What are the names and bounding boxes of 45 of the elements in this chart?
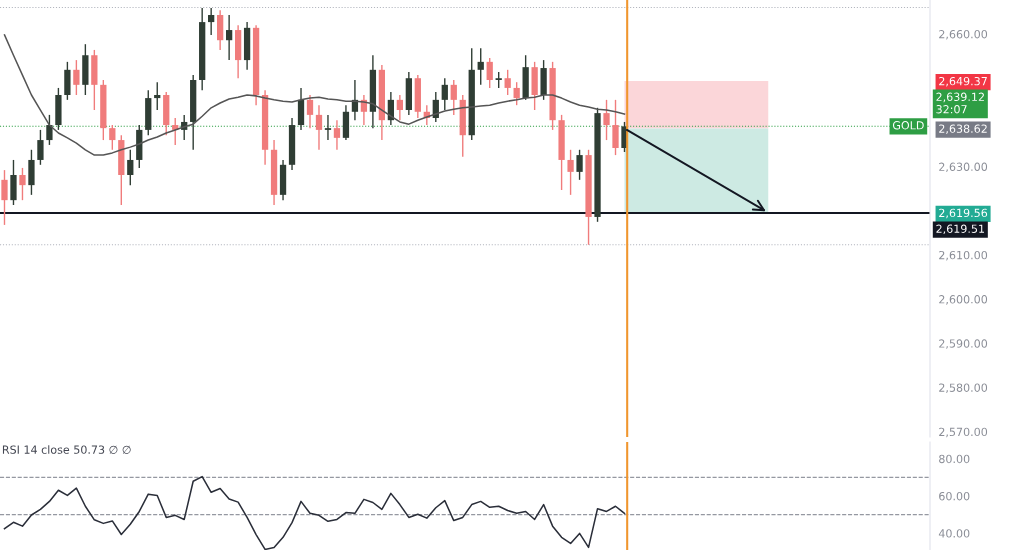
candlestick: [333, 119, 341, 151]
ref-line-label: 2,619.51: [936, 224, 985, 235]
line-series: [3, 34, 626, 156]
line-series: [3, 475, 626, 550]
candlestick: [396, 94, 403, 121]
y-tick-label: 2,590.00: [939, 339, 988, 349]
y-tick-label: 2,649.37: [939, 76, 987, 87]
candlestick: [486, 57, 493, 89]
candlestick: [324, 114, 332, 141]
candlestick: [315, 104, 323, 151]
candlestick: [441, 77, 448, 111]
y-tick-label: 60.00: [939, 491, 970, 501]
annotation: RSI 14 close 50.73 ∅ ∅: [2, 445, 131, 454]
candlestick: [306, 94, 314, 129]
candlestick: [46, 114, 53, 146]
candlestick: [73, 59, 80, 96]
candlestick: [567, 149, 574, 196]
candlestick: [154, 81, 161, 111]
y-tick-label: 2,638.62: [939, 124, 987, 135]
candlestick: [477, 47, 484, 86]
candlestick: [19, 167, 26, 201]
candlestick: [1, 169, 8, 226]
y-tick-label: 40.00: [938, 529, 970, 538]
candlestick: [37, 129, 44, 166]
text: GOLD: [892, 121, 924, 130]
y-tick-label: 80.00: [939, 454, 970, 464]
y-tick-label: 2,660.00: [939, 30, 988, 40]
y-tick-label: 2,610.00: [939, 250, 988, 261]
candlestick: [208, 7, 215, 36]
y-tick-label: 2,570.00: [939, 427, 988, 438]
candlestick: [603, 99, 610, 141]
y-tick-label: 2,600.00: [939, 295, 988, 305]
candlestick: [109, 124, 116, 151]
candlestick: [576, 149, 583, 181]
candlestick: [225, 14, 233, 61]
candlestick: [127, 149, 134, 186]
y-tick-label: 2,630.00: [939, 162, 988, 173]
y-tick-label: 2,580.00: [939, 383, 988, 394]
candlestick: [450, 79, 457, 116]
y-tick-label: 2,619.56: [939, 208, 988, 219]
candlestick: [504, 69, 511, 96]
candlestick: [513, 81, 520, 106]
text: 32:07: [936, 105, 967, 114]
ref-line-label: 2,639.12: [936, 92, 984, 103]
candlestick: [612, 99, 619, 156]
